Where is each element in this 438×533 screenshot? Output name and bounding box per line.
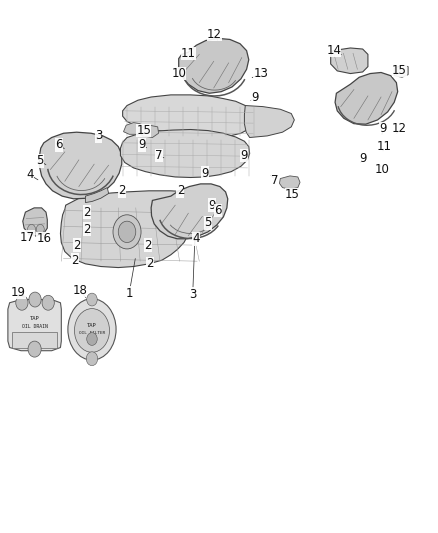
Polygon shape (39, 132, 122, 199)
Text: 12: 12 (207, 28, 222, 41)
Circle shape (29, 292, 41, 307)
Polygon shape (335, 72, 398, 124)
Polygon shape (123, 95, 255, 138)
Polygon shape (88, 297, 96, 301)
Text: 15: 15 (136, 124, 151, 137)
Circle shape (28, 224, 35, 234)
Polygon shape (23, 208, 47, 236)
Ellipse shape (68, 298, 116, 360)
Text: 5: 5 (37, 155, 44, 167)
Polygon shape (8, 300, 61, 351)
Text: 2: 2 (83, 206, 91, 219)
Text: 14: 14 (326, 44, 341, 57)
Text: 11: 11 (181, 47, 196, 60)
Polygon shape (394, 65, 408, 77)
Text: 2: 2 (146, 257, 154, 270)
Text: 9: 9 (379, 123, 387, 135)
Circle shape (118, 221, 136, 243)
Circle shape (36, 224, 44, 234)
Polygon shape (244, 106, 294, 138)
Circle shape (113, 215, 141, 249)
Polygon shape (151, 184, 228, 239)
Polygon shape (139, 125, 159, 138)
Text: 9: 9 (201, 167, 209, 180)
Polygon shape (85, 188, 109, 203)
Text: 6: 6 (214, 204, 222, 217)
Circle shape (87, 293, 97, 306)
Text: 2: 2 (118, 184, 126, 197)
Circle shape (86, 352, 98, 366)
Text: TAP: TAP (30, 316, 39, 321)
Polygon shape (60, 191, 201, 268)
Text: 4: 4 (26, 168, 34, 181)
Circle shape (28, 341, 41, 357)
Text: 10: 10 (171, 67, 186, 80)
Polygon shape (120, 130, 250, 177)
Text: OIL FILTER: OIL FILTER (79, 330, 105, 335)
Circle shape (87, 333, 97, 345)
Text: 9: 9 (240, 149, 248, 162)
Polygon shape (124, 123, 141, 134)
Text: 12: 12 (392, 123, 407, 135)
Text: 3: 3 (189, 288, 196, 301)
Polygon shape (179, 38, 249, 93)
Text: 10: 10 (374, 163, 389, 176)
Text: 2: 2 (73, 239, 81, 252)
Text: 15: 15 (392, 64, 407, 77)
Text: 13: 13 (253, 67, 268, 80)
Polygon shape (331, 48, 368, 74)
Text: 9: 9 (208, 199, 216, 212)
Text: 2: 2 (71, 254, 79, 266)
Text: 18: 18 (72, 284, 87, 297)
Text: OIL DRAIN: OIL DRAIN (21, 324, 48, 329)
Text: TAP: TAP (87, 322, 97, 328)
Text: 4: 4 (192, 232, 200, 245)
Text: 7: 7 (155, 149, 162, 162)
Text: 15: 15 (285, 188, 300, 201)
Text: 19: 19 (11, 286, 26, 298)
Text: 6: 6 (55, 139, 63, 151)
Ellipse shape (74, 309, 110, 352)
Text: 9: 9 (359, 152, 367, 165)
Circle shape (42, 295, 54, 310)
Polygon shape (279, 176, 300, 189)
Text: 9: 9 (138, 139, 146, 151)
Polygon shape (12, 332, 57, 348)
Text: 5: 5 (205, 216, 212, 229)
Text: 11: 11 (377, 140, 392, 153)
Text: 2: 2 (83, 223, 91, 236)
Circle shape (16, 295, 28, 310)
Text: 17: 17 (20, 231, 35, 244)
Text: 2: 2 (177, 184, 184, 197)
Text: 3: 3 (95, 130, 102, 142)
Text: 16: 16 (36, 232, 51, 245)
Text: 1: 1 (125, 287, 133, 300)
Text: 9: 9 (251, 91, 259, 103)
Text: 2: 2 (144, 239, 152, 252)
Text: 7: 7 (271, 174, 279, 187)
